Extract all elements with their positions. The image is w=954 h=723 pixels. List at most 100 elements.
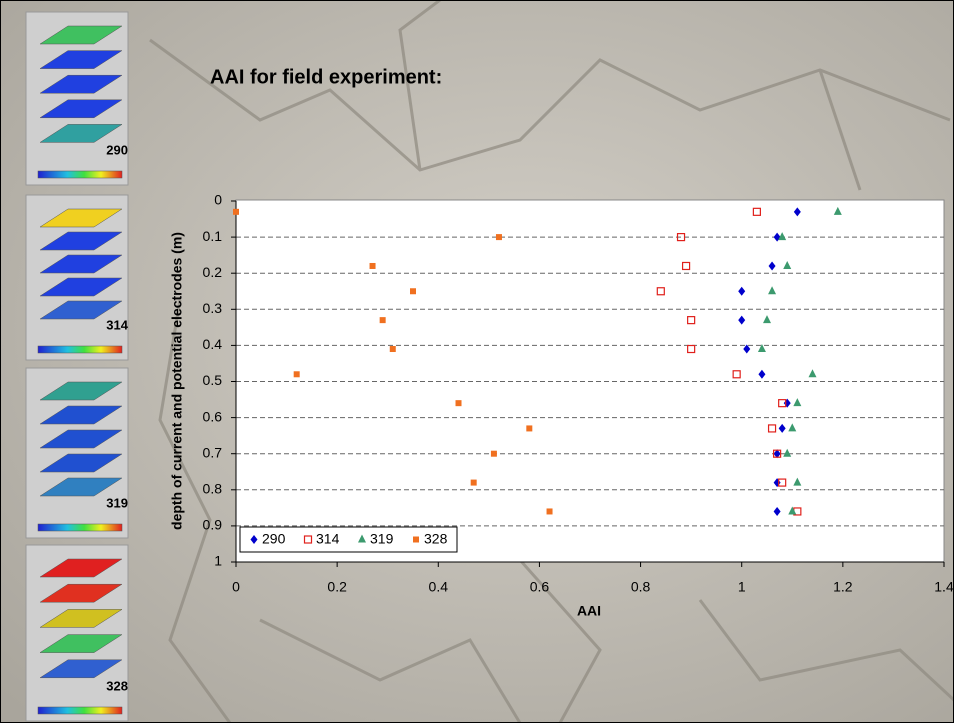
point xyxy=(410,288,416,295)
legend-label: 290 xyxy=(262,531,286,547)
colorbar xyxy=(37,170,123,179)
point xyxy=(778,478,787,487)
x-tick-label: 0.2 xyxy=(327,579,347,595)
point xyxy=(738,315,746,325)
point xyxy=(783,448,792,457)
point xyxy=(687,316,696,325)
thumbnails: 290 314 319 328 xyxy=(25,11,129,722)
point xyxy=(738,286,746,296)
point xyxy=(546,508,553,515)
point xyxy=(676,233,686,242)
slice xyxy=(39,231,123,251)
slice xyxy=(39,99,123,119)
point xyxy=(778,423,786,433)
legend-marker xyxy=(303,535,313,544)
slice xyxy=(39,381,123,401)
point xyxy=(732,370,741,379)
point xyxy=(369,262,376,269)
chart-title: AAI for field experiment: xyxy=(210,66,442,88)
x-tick-label: 1 xyxy=(738,579,746,595)
point xyxy=(773,449,781,459)
point xyxy=(752,207,761,216)
legend-marker xyxy=(358,534,366,543)
point xyxy=(793,207,801,217)
slice xyxy=(39,25,123,45)
x-tick-label: 1.4 xyxy=(934,579,954,595)
thumbnail-label: 314 xyxy=(106,317,128,332)
x-axis-label: AAI xyxy=(577,603,601,619)
x-tick-label: 0.8 xyxy=(631,579,651,595)
point xyxy=(495,234,502,241)
colorbar xyxy=(37,706,123,715)
slice xyxy=(39,558,123,578)
point xyxy=(778,399,787,408)
y-tick-label: 0.5 xyxy=(203,372,223,388)
x-tick-label: 0.4 xyxy=(429,579,449,595)
slice xyxy=(39,300,123,320)
point xyxy=(757,344,766,353)
point xyxy=(526,425,533,432)
y-tick-label: 0.8 xyxy=(203,481,223,497)
y-tick-label: 0 xyxy=(214,192,222,208)
point xyxy=(758,369,766,379)
point xyxy=(687,344,696,354)
x-tick-label: 0 xyxy=(232,579,240,595)
x-tick-label: 1.2 xyxy=(833,579,853,595)
y-tick-label: 0.7 xyxy=(203,444,223,460)
y-tick-label: 0.2 xyxy=(203,264,223,280)
y-tick-label: 0.4 xyxy=(203,336,223,352)
slice xyxy=(39,405,123,425)
colorbar xyxy=(37,523,123,532)
x-tick-label: 0.6 xyxy=(530,579,550,595)
slice xyxy=(39,429,123,449)
point xyxy=(773,449,782,458)
point xyxy=(773,506,781,516)
point xyxy=(379,317,386,324)
y-axis-label: depth of current and potential electrode… xyxy=(169,232,185,530)
y-tick-label: 0.1 xyxy=(203,228,223,244)
point xyxy=(763,315,771,324)
cracks xyxy=(149,0,954,723)
point xyxy=(233,208,239,215)
slice xyxy=(39,453,123,473)
point xyxy=(681,261,691,271)
point xyxy=(788,506,797,515)
point xyxy=(793,398,802,407)
point xyxy=(293,371,300,378)
thumbnail-label: 290 xyxy=(106,142,128,157)
slice xyxy=(39,583,123,603)
point xyxy=(455,400,462,407)
slice xyxy=(39,634,123,653)
legend-label: 314 xyxy=(316,531,340,547)
slice xyxy=(39,659,123,679)
legend-marker xyxy=(413,536,419,543)
thumbnail-label: 319 xyxy=(106,495,128,510)
legend-label: 319 xyxy=(370,531,394,547)
slice xyxy=(39,477,123,497)
point xyxy=(808,369,817,378)
slice xyxy=(39,208,123,228)
point xyxy=(833,206,842,215)
slice xyxy=(39,50,123,69)
point xyxy=(768,261,776,271)
point xyxy=(743,344,751,354)
point xyxy=(389,346,396,353)
y-tick-label: 0.3 xyxy=(203,300,223,316)
point xyxy=(788,423,797,432)
slice xyxy=(39,74,123,94)
point xyxy=(768,286,777,295)
point xyxy=(470,479,477,486)
slice xyxy=(39,609,123,628)
point xyxy=(783,260,792,269)
slice xyxy=(39,254,123,274)
y-tick-label: 0.6 xyxy=(203,408,223,424)
point xyxy=(778,232,787,241)
point xyxy=(656,287,665,296)
slice xyxy=(39,124,123,143)
thumbnail-label: 328 xyxy=(106,678,128,693)
point xyxy=(767,424,777,433)
y-tick-label: 1 xyxy=(214,553,222,569)
point xyxy=(490,450,497,457)
y-tick-label: 0.9 xyxy=(203,517,223,533)
